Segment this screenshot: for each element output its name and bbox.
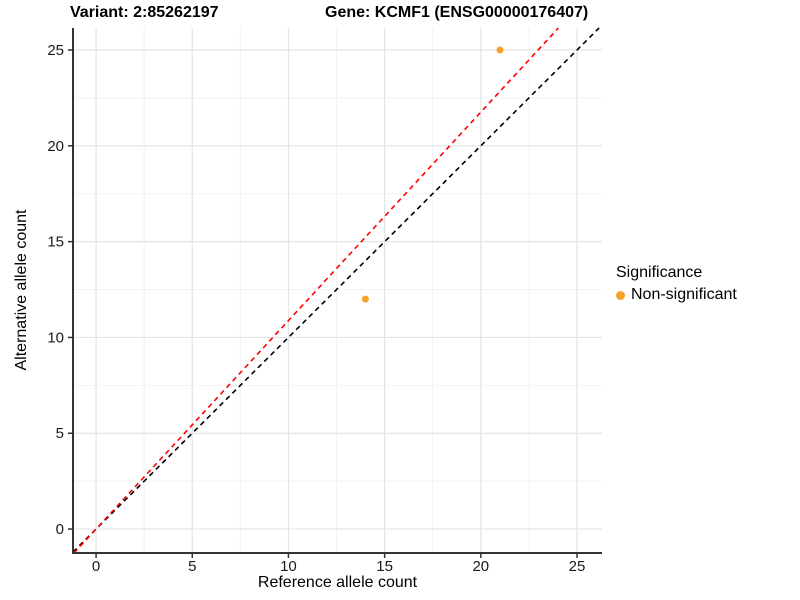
legend-point-icon: [616, 290, 625, 300]
y-axis-title: Alternative allele count: [13, 209, 30, 371]
x-axis-title: Reference allele count: [257, 574, 418, 591]
x-tick-label: 10: [280, 558, 297, 575]
y-tick-label: 5: [56, 425, 64, 442]
y-tick-label: 25: [47, 42, 64, 59]
identity-dashed-line: [72, 27, 600, 553]
y-tick-label: 20: [47, 138, 64, 155]
y-tick-label: 10: [47, 329, 64, 346]
legend-title: Significance: [616, 264, 703, 281]
variant-title: Variant: 2:85262197: [70, 4, 219, 21]
legend-item: Non-significant: [616, 286, 737, 304]
data-point: [361, 295, 369, 303]
x-tick-label: 0: [92, 558, 100, 575]
x-tick-label: 20: [472, 558, 489, 575]
x-tick-label: 25: [569, 558, 586, 575]
x-tick-label: 15: [376, 558, 393, 575]
y-tick-label: 15: [47, 234, 64, 251]
legend: Significance Non-significant: [616, 263, 737, 304]
data-point: [496, 46, 504, 54]
gene-title: Gene: KCMF1 (ENSG00000176407): [325, 4, 589, 21]
x-tick-label: 5: [188, 558, 196, 575]
expected-ratio-dashed-line: [73, 27, 560, 554]
legend-item-label: Non-significant: [631, 286, 737, 303]
y-tick-label: 0: [56, 521, 64, 538]
